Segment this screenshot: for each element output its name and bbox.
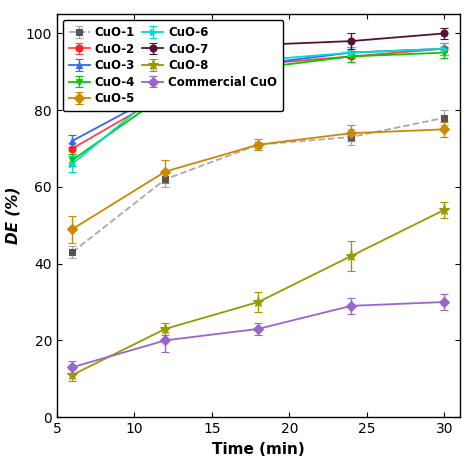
Y-axis label: DE (%): DE (%) (5, 187, 20, 245)
X-axis label: Time (min): Time (min) (212, 442, 305, 456)
Legend: CuO-1, CuO-2, CuO-3, CuO-4, CuO-5, CuO-6, CuO-7, CuO-8, Commercial CuO: CuO-1, CuO-2, CuO-3, CuO-4, CuO-5, CuO-6… (63, 20, 283, 111)
